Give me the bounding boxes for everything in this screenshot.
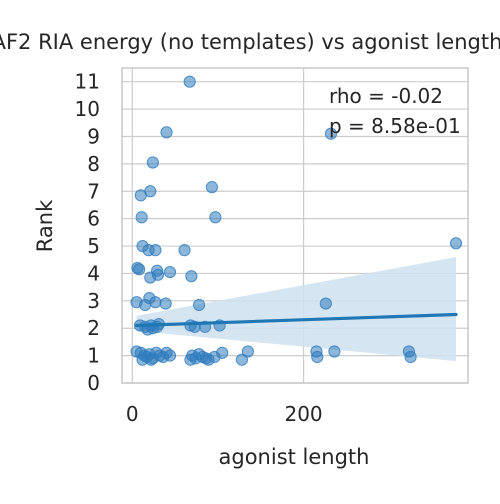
y-tick-label: 7 — [87, 179, 100, 203]
data-point — [241, 345, 254, 358]
x-tick-label: 200 — [284, 402, 322, 426]
data-point — [202, 353, 215, 366]
data-point — [235, 353, 249, 366]
data-point — [311, 350, 324, 364]
data-point — [146, 156, 159, 169]
data-point — [133, 263, 146, 276]
rho-annotation: rho = -0.02 — [329, 84, 443, 108]
chart-title: AF2 RIA energy (no templates) vs agonist… — [0, 30, 500, 54]
y-tick-label: 0 — [87, 371, 100, 395]
confidence-band — [136, 257, 457, 362]
y-tick-label: 10 — [75, 97, 100, 121]
data-point — [185, 270, 198, 283]
data-point — [192, 298, 206, 312]
data-point — [205, 181, 219, 194]
data-point — [149, 244, 162, 257]
y-tick-label: 6 — [87, 207, 100, 231]
data-point — [139, 298, 152, 312]
y-tick-label: 4 — [87, 261, 100, 285]
data-point — [160, 126, 173, 139]
data-point — [163, 349, 177, 362]
y-tick-label: 3 — [87, 289, 100, 313]
data-point — [449, 237, 463, 250]
data-point — [404, 350, 417, 364]
regression-line — [134, 312, 458, 328]
y-axis-label: Rank — [33, 199, 57, 252]
data-point — [209, 211, 222, 224]
data-point — [328, 345, 341, 358]
data-point — [149, 296, 162, 309]
x-tick-labels: 0 200 — [126, 402, 323, 426]
y-tick-label: 5 — [87, 234, 100, 258]
y-tick-label: 1 — [87, 344, 100, 368]
y-tick-label: 9 — [87, 124, 100, 148]
data-point — [184, 353, 197, 366]
data-point — [324, 127, 338, 140]
confidence-band-area — [136, 257, 457, 362]
y-tick-label: 8 — [87, 152, 100, 176]
data-point — [144, 185, 157, 198]
data-point — [178, 244, 191, 257]
data-point — [145, 353, 158, 366]
y-tick-label: 11 — [75, 70, 100, 94]
regression-line-path — [134, 312, 458, 328]
data-point — [216, 346, 229, 359]
x-tick-label: 0 — [126, 402, 139, 426]
plot-frame — [121, 67, 469, 384]
y-tick-label: 2 — [87, 316, 100, 340]
data-point — [163, 265, 177, 279]
data-point — [183, 75, 196, 88]
data-point — [159, 297, 172, 310]
data-point — [135, 211, 148, 224]
x-axis-label: agonist length — [219, 445, 370, 469]
data-point — [319, 297, 332, 310]
y-tick-labels: 0 1 2 3 4 5 6 7 8 9 10 11 — [75, 70, 100, 395]
p-value-annotation: p = 8.58e-01 — [329, 114, 461, 138]
data-point — [151, 264, 164, 277]
